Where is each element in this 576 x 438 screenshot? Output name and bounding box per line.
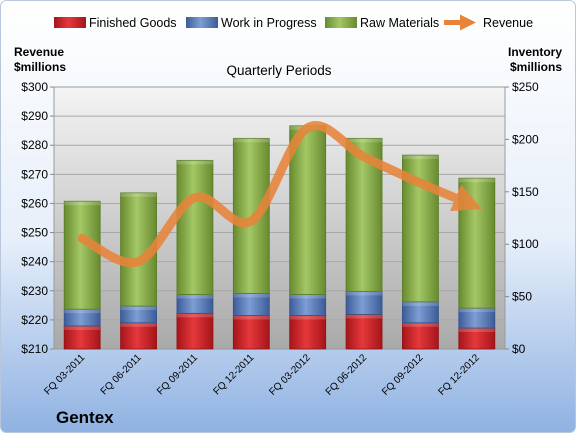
bar-work-in-progress-highlight: [64, 309, 101, 314]
bar-raw-materials-highlight: [402, 155, 439, 160]
bar-finished-goods-highlight: [64, 325, 101, 330]
left-tick-label: $270: [21, 167, 48, 181]
legend-item-raw-materials: Raw Materials: [325, 16, 439, 30]
left-axis-title-line2: $millions: [14, 60, 66, 74]
bar-finished-goods: [345, 314, 383, 350]
bar-raw-materials-highlight: [64, 201, 101, 206]
left-tick-label: $300: [21, 80, 48, 94]
legend: Finished Goods Work in Progress Raw Mate…: [54, 14, 533, 31]
bars: [63, 125, 496, 350]
bar-work-in-progress-highlight: [458, 308, 495, 313]
bar-finished-goods-highlight: [289, 315, 326, 320]
right-axis: $0 $50 $100 $150 $200 $250: [505, 80, 539, 356]
bar-work-in-progress-highlight: [120, 306, 157, 311]
left-tick-label: $290: [21, 109, 48, 123]
bar-finished-goods: [232, 315, 270, 350]
bar-finished-goods: [289, 315, 327, 350]
legend-swatch-finished-goods: [54, 17, 86, 28]
bar-raw-materials-highlight: [176, 160, 213, 165]
revenue-line: [77, 121, 483, 268]
right-tick-label: $150: [512, 185, 539, 199]
legend-item-finished-goods: Finished Goods: [54, 16, 177, 30]
bar-finished-goods-highlight: [402, 322, 439, 327]
plot-title: Quarterly Periods: [226, 63, 331, 78]
legend-label-revenue: Revenue: [483, 16, 533, 30]
bar-work-in-progress-highlight: [176, 294, 213, 299]
right-tick-label: $50: [512, 290, 532, 304]
revenue-series: [77, 121, 483, 268]
bar-raw-materials: [63, 200, 101, 310]
bar-finished-goods-highlight: [346, 314, 383, 319]
company-name: Gentex: [56, 408, 114, 427]
bar-work-in-progress-highlight: [233, 293, 270, 298]
legend-swatch-raw-materials: [325, 17, 357, 28]
bar-finished-goods: [176, 312, 214, 350]
bar-raw-materials-highlight: [233, 138, 270, 143]
bar-finished-goods: [120, 322, 157, 350]
bar-raw-materials: [176, 159, 214, 295]
bar-finished-goods-highlight: [458, 328, 495, 333]
left-tick-label: $220: [21, 313, 48, 327]
left-tick-label: $210: [21, 342, 48, 356]
legend-swatch-work-in-progress: [186, 17, 218, 28]
bar-work-in-progress-highlight: [346, 291, 383, 296]
right-axis-title-line2: $millions: [510, 60, 562, 74]
legend-item-revenue: Revenue: [444, 14, 533, 31]
bar-raw-materials-highlight: [346, 138, 383, 143]
bar-raw-materials-highlight: [458, 178, 495, 183]
bar-work-in-progress-highlight: [289, 294, 326, 299]
left-tick-label: $250: [21, 226, 48, 240]
bar-finished-goods-highlight: [233, 315, 270, 320]
left-tick-label: $240: [21, 255, 48, 269]
left-tick-label: $260: [21, 196, 48, 210]
left-axis: $210 $220 $230 $240 $250 $260 $270 $280 $290 $300: [21, 80, 54, 356]
right-axis-title-line1: Inventory: [508, 45, 562, 59]
bar-raw-materials-highlight: [120, 192, 157, 197]
bar-work-in-progress-highlight: [402, 301, 439, 306]
right-tick-label: $0: [512, 342, 526, 356]
right-tick-label: $100: [512, 237, 539, 251]
bar-finished-goods-highlight: [120, 322, 157, 327]
legend-label-raw-materials: Raw Materials: [360, 16, 439, 30]
legend-label-work-in-progress: Work in Progress: [221, 16, 317, 30]
bar-raw-materials: [289, 125, 327, 295]
left-tick-label: $230: [21, 284, 48, 298]
right-tick-label: $200: [512, 132, 539, 146]
right-tick-label: $250: [512, 80, 539, 94]
left-axis-title-line1: Revenue: [14, 45, 64, 59]
legend-item-work-in-progress: Work in Progress: [186, 16, 317, 30]
legend-label-finished-goods: Finished Goods: [89, 16, 177, 30]
left-tick-label: $280: [21, 138, 48, 152]
bar-finished-goods-highlight: [176, 313, 213, 318]
